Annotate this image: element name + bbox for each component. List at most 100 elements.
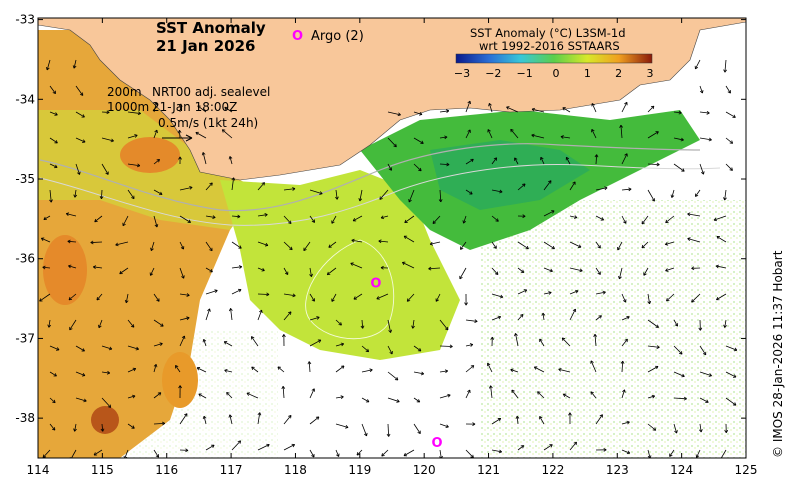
- current-arrow: [387, 371, 399, 381]
- current-arrow: [101, 397, 112, 408]
- current-arrow: [595, 267, 601, 275]
- current-arrow: [231, 177, 236, 191]
- current-arrow: [590, 391, 597, 399]
- x-tick-label: 119: [348, 463, 371, 477]
- current-arrow: [101, 345, 113, 351]
- current-arrow: [202, 339, 207, 347]
- current-arrow: [488, 103, 493, 113]
- current-arrow: [358, 189, 363, 202]
- current-arrow: [621, 101, 628, 113]
- current-arrow: [618, 267, 623, 280]
- current-arrow: [543, 291, 552, 295]
- current-arrow: [309, 416, 320, 425]
- current-arrow: [101, 110, 110, 115]
- scale-label: 0.5m/s (1kt 24h): [158, 116, 258, 130]
- current-arrow: [277, 366, 285, 373]
- current-arrow: [486, 362, 493, 373]
- current-arrow: [491, 293, 504, 299]
- current-arrow: [309, 339, 322, 347]
- current-arrow: [75, 397, 87, 403]
- current-arrow: [195, 131, 207, 139]
- current-arrow: [591, 128, 597, 139]
- current-arrow: [569, 308, 577, 321]
- current-arrow: [115, 241, 129, 247]
- current-arrow: [491, 241, 497, 249]
- current-arrow: [723, 189, 727, 201]
- current-arrow: [335, 449, 340, 457]
- current-arrow: [257, 412, 262, 425]
- current-arrow: [595, 241, 601, 249]
- current-arrow: [328, 241, 337, 248]
- current-arrow: [205, 444, 215, 451]
- current-arrow: [439, 393, 451, 399]
- current-arrow: [75, 85, 84, 96]
- current-arrow: [153, 319, 164, 327]
- current-arrow: [413, 137, 424, 144]
- current-arrow: [101, 370, 111, 375]
- current-arrow: [49, 111, 58, 116]
- current-arrow: [75, 111, 85, 118]
- contour-200-label: 200m: [107, 85, 142, 99]
- current-arrow: [127, 134, 138, 139]
- current-arrow: [465, 189, 473, 195]
- current-arrow: [127, 163, 141, 168]
- current-arrow: [381, 449, 389, 457]
- current-arrow: [591, 103, 597, 113]
- current-arrow: [558, 367, 571, 373]
- current-arrow: [353, 293, 363, 300]
- current-arrow: [698, 423, 703, 433]
- current-arrow: [175, 365, 181, 373]
- current-arrow: [699, 110, 710, 115]
- current-arrow: [543, 241, 555, 250]
- current-arrow: [487, 129, 493, 139]
- current-arrow: [517, 445, 525, 451]
- current-arrow: [380, 215, 389, 220]
- current-arrow: [127, 423, 135, 429]
- current-arrow: [491, 449, 503, 454]
- current-arrow: [49, 371, 57, 377]
- current-arrow: [119, 267, 129, 275]
- current-arrow: [307, 361, 312, 373]
- current-arrow: [309, 215, 316, 223]
- current-arrow: [562, 107, 571, 113]
- current-arrow: [283, 311, 292, 321]
- current-arrow: [122, 215, 129, 227]
- current-arrow: [514, 333, 519, 347]
- current-arrow: [428, 266, 441, 271]
- current-arrow: [231, 288, 242, 295]
- current-arrow: [387, 111, 401, 117]
- current-arrow: [68, 293, 77, 301]
- current-arrow: [716, 236, 727, 243]
- colorbar-tick-label: 2: [615, 67, 622, 80]
- current-arrow: [49, 345, 60, 351]
- current-arrow: [281, 385, 286, 399]
- current-arrow: [539, 338, 545, 347]
- x-tick-label: 122: [541, 463, 564, 477]
- current-arrow: [694, 59, 701, 70]
- current-arrow: [647, 105, 655, 113]
- sea-level-contour: [305, 239, 395, 340]
- current-arrow: [725, 397, 737, 406]
- current-arrow: [228, 156, 233, 165]
- current-arrow: [94, 215, 103, 223]
- current-arrow: [283, 241, 293, 251]
- current-arrow: [283, 187, 296, 191]
- current-arrow: [49, 423, 56, 431]
- current-arrow: [67, 239, 77, 244]
- current-arrow: [670, 189, 675, 198]
- current-arrow: [179, 215, 191, 223]
- current-arrow: [465, 422, 476, 426]
- argo-floats: OO: [370, 277, 442, 451]
- current-arrow: [205, 267, 213, 273]
- current-arrow: [533, 366, 545, 373]
- argo-float-marker: O: [370, 277, 381, 292]
- current-arrow: [595, 447, 607, 452]
- current-arrow: [617, 241, 623, 251]
- current-arrow: [361, 397, 370, 403]
- current-arrow: [673, 423, 678, 434]
- current-arrow: [560, 135, 571, 139]
- y-tick-label: -33: [15, 13, 35, 27]
- current-arrow: [465, 158, 474, 165]
- current-arrow: [647, 189, 655, 202]
